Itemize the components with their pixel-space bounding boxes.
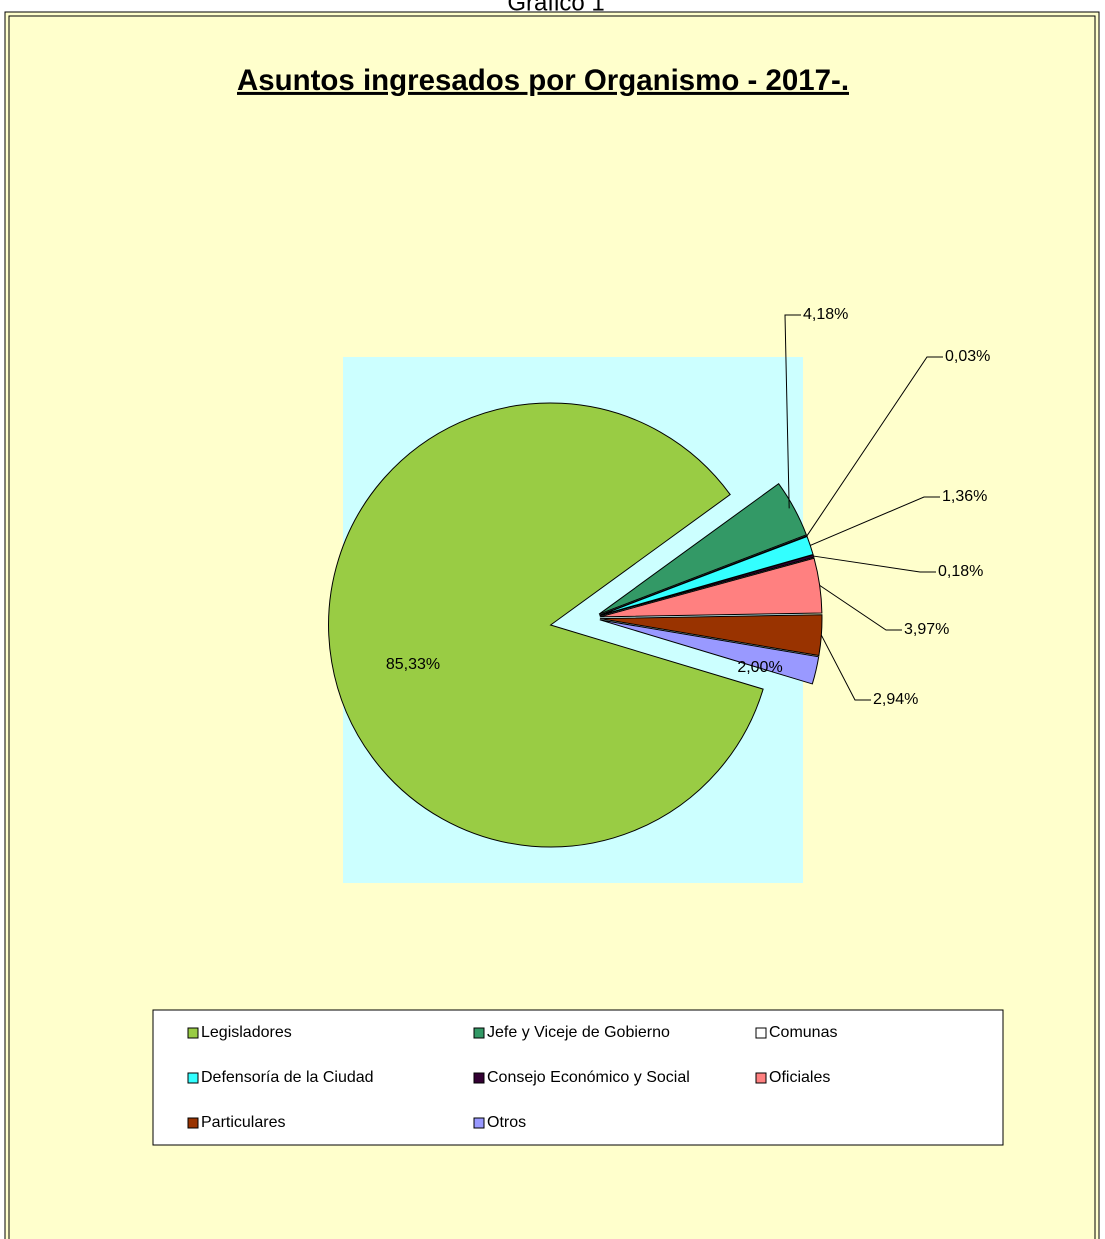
legend-swatch — [187, 1027, 199, 1039]
legend-swatch — [187, 1072, 199, 1084]
pie-slice — [328, 402, 764, 848]
pie-slice — [598, 482, 808, 615]
data-label: 0,18% — [938, 563, 983, 580]
legend-swatch — [755, 1072, 767, 1084]
pie-slice — [599, 554, 815, 617]
chart-title: Asuntos ingresados por Organismo - 2017-… — [237, 64, 849, 97]
pie-slice — [599, 614, 823, 657]
leader-line — [820, 634, 871, 701]
leader-line — [819, 584, 902, 631]
legend-swatch — [755, 1027, 767, 1039]
leader-line — [784, 314, 801, 509]
legend-label: Comunas — [769, 1024, 837, 1041]
data-label: 1,36% — [942, 488, 987, 505]
legend-box — [152, 1009, 1004, 1146]
legend-label: Legisladores — [201, 1024, 292, 1041]
legend-swatch — [473, 1027, 485, 1039]
leader-line — [806, 356, 943, 537]
data-label: 3,97% — [904, 621, 949, 638]
legend-swatch — [473, 1072, 485, 1084]
data-label: 2,00% — [737, 659, 782, 676]
legend-label: Oficiales — [769, 1069, 830, 1086]
data-label: 0,03% — [945, 348, 990, 365]
legend-label: Defensoría de la Ciudad — [201, 1069, 374, 1086]
legend-swatch — [187, 1117, 199, 1129]
legend-label: Jefe y Viceje de Gobierno — [487, 1024, 670, 1041]
data-label: 4,18% — [803, 306, 848, 323]
chart-frame-inner — [8, 15, 1096, 1239]
legend-label: Particulares — [201, 1114, 285, 1131]
legend-label: Consejo Económico y Social — [487, 1069, 690, 1086]
pie-slice — [599, 619, 820, 685]
leader-line — [813, 555, 936, 573]
data-label: 85,33% — [386, 656, 440, 673]
leader-line — [810, 496, 940, 546]
legend-swatch — [473, 1117, 485, 1129]
pie-slice — [599, 557, 823, 618]
legend-label: Otros — [487, 1114, 526, 1131]
data-label: 2,94% — [873, 691, 918, 708]
